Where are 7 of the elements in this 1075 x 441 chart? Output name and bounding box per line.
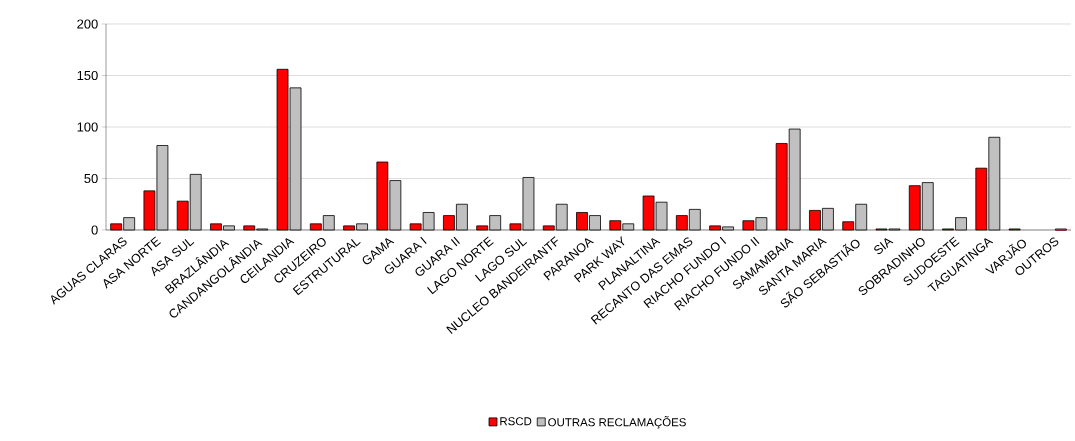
legend-label: RSCD [500,417,532,426]
y-tick-label: 100 [77,122,98,132]
y-tick-label: 50 [84,173,98,184]
y-tick-label: 150 [77,70,98,81]
y-tick-label: 200 [77,19,98,29]
y-tick-label: 0 [91,225,98,235]
legend-label: OUTRAS RECLAMAÇÕES [548,416,686,429]
